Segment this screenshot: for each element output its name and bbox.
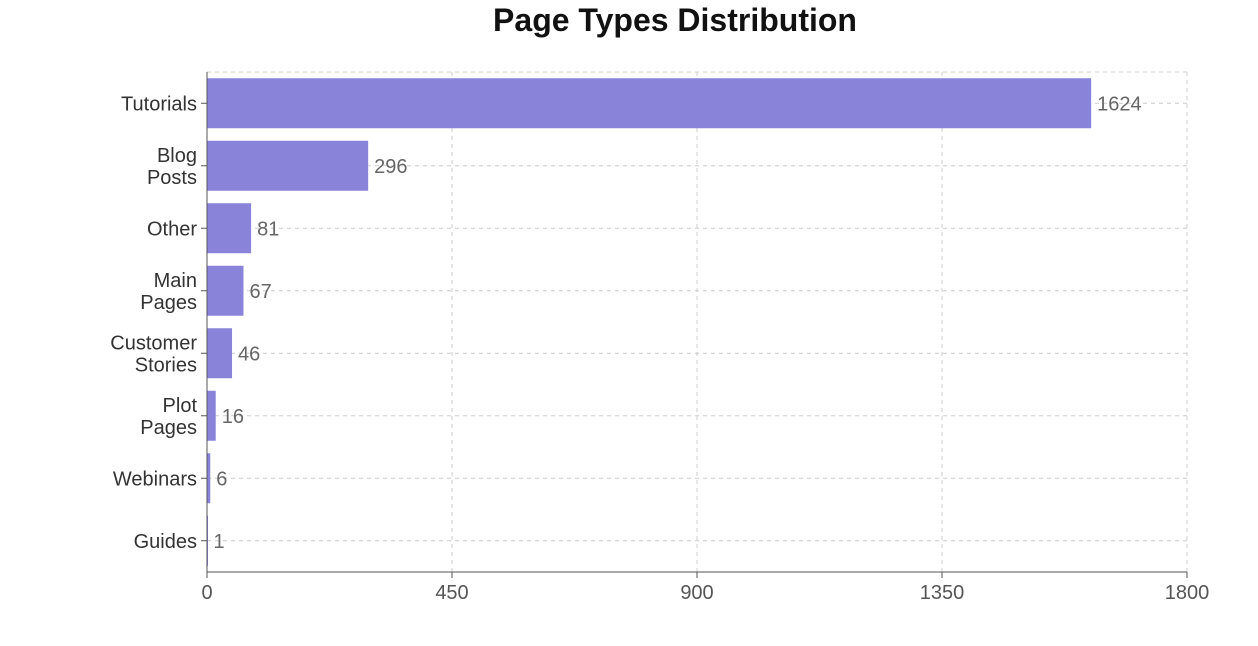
value-label-1: 296 <box>374 156 407 178</box>
x-tick-label-3: 1350 <box>920 582 965 604</box>
value-label-6: 6 <box>216 468 227 490</box>
bar-3 <box>207 265 244 316</box>
category-label-4-line-1: Stories <box>135 354 197 376</box>
chart-title: Page Types Distribution <box>493 2 857 38</box>
category-label-2: Other <box>147 218 197 240</box>
category-label-4-line-0: Customer <box>110 332 197 354</box>
category-label-3-line-1: Pages <box>140 292 197 314</box>
x-tick-label-1: 450 <box>435 582 468 604</box>
category-label-0: Tutorials <box>121 93 197 115</box>
category-label-5-line-1: Pages <box>140 417 197 439</box>
bar-4 <box>207 328 233 379</box>
category-label-5-line-0: Plot <box>163 395 198 417</box>
x-tick-label-0: 0 <box>201 582 212 604</box>
value-label-2: 81 <box>257 218 279 240</box>
value-label-7: 1 <box>214 531 225 553</box>
bar-6 <box>207 453 211 504</box>
bar-2 <box>207 203 252 254</box>
category-label-7: Guides <box>134 531 197 553</box>
bar-0 <box>207 78 1092 129</box>
bar-1 <box>207 140 369 191</box>
bar-5 <box>207 390 216 441</box>
category-label-1-line-1: Posts <box>147 167 197 189</box>
value-label-3: 67 <box>249 281 271 303</box>
value-label-5: 16 <box>222 406 244 428</box>
x-tick-label-4: 1800 <box>1165 582 1210 604</box>
value-label-4: 46 <box>238 343 260 365</box>
x-tick-label-2: 900 <box>680 582 713 604</box>
value-label-0: 1624 <box>1097 93 1142 115</box>
category-label-3-line-0: Main <box>154 270 197 292</box>
category-label-6: Webinars <box>113 468 197 490</box>
category-label-1-line-0: Blog <box>157 145 197 167</box>
